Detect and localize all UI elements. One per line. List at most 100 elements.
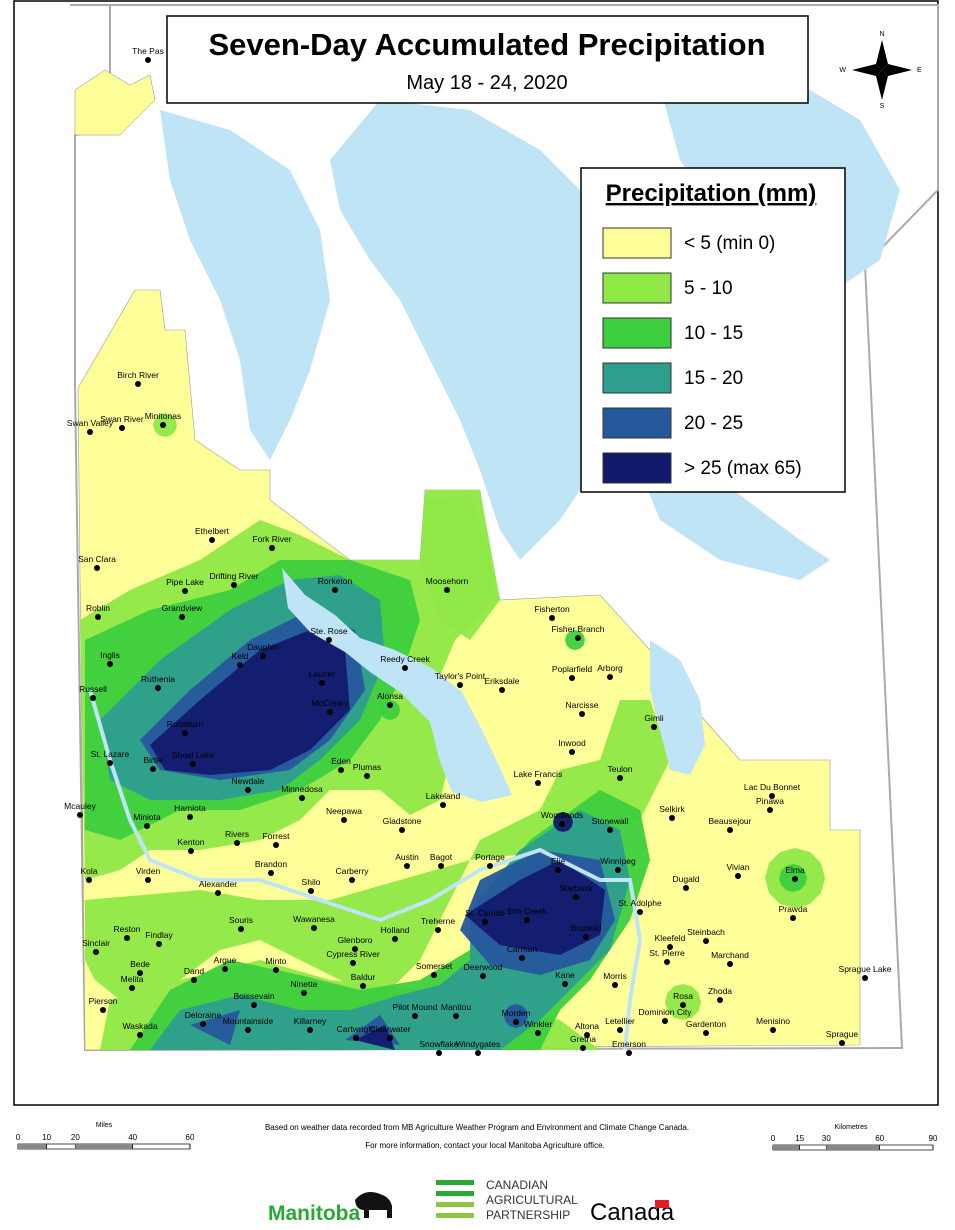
town-label: Morris <box>603 971 627 981</box>
town-dot <box>862 975 868 981</box>
lake-winnipegosis <box>160 110 330 460</box>
town-dot <box>440 802 446 808</box>
town-label: Reedy Creek <box>380 654 430 664</box>
legend-title: Precipitation (mm) <box>606 180 817 207</box>
town-label: Winkler <box>524 1019 553 1029</box>
town-dot <box>727 827 733 833</box>
town-label: Pinawa <box>756 796 784 806</box>
town-dot <box>575 635 581 641</box>
precipitation-zones <box>80 413 825 1050</box>
town-label: Russell <box>79 684 107 694</box>
town-label: Taylor's Point <box>435 671 486 681</box>
town-label: Altona <box>575 1021 599 1031</box>
town-dot <box>626 1050 632 1056</box>
town-label: St. Lazare <box>91 749 130 759</box>
town-dot <box>364 773 370 779</box>
town-label: Beausejour <box>708 816 751 826</box>
legend-label: 10 - 15 <box>684 323 743 344</box>
town-label: Miniota <box>133 812 161 822</box>
town-dot <box>137 1032 143 1038</box>
town-dot <box>387 702 393 708</box>
town-label: Swan River <box>100 414 144 424</box>
town-dot <box>251 1002 257 1008</box>
town-dot <box>607 827 613 833</box>
town-dot <box>617 775 623 781</box>
precip-zone <box>190 1010 240 1045</box>
town-dot <box>222 966 228 972</box>
town-label: Minto <box>266 956 287 966</box>
town-label: Steinbach <box>687 927 725 937</box>
town-dot <box>703 1030 709 1036</box>
map-subtitle: May 18 - 24, 2020 <box>406 72 567 94</box>
town-label: Newdale <box>231 776 264 786</box>
town-label: Argue <box>214 955 237 965</box>
town-label: Austin <box>395 852 419 862</box>
town-label: Teulon <box>607 764 632 774</box>
town-label: Starbuck <box>559 883 593 893</box>
town-dot <box>703 938 709 944</box>
town-label: Lakeland <box>426 791 461 801</box>
town-dot <box>727 961 733 967</box>
town-dot <box>387 1035 393 1041</box>
town-dot <box>549 615 555 621</box>
town-dot <box>499 687 505 693</box>
town-dot <box>95 614 101 620</box>
town-label: St. Claude <box>465 908 505 918</box>
town-label: Sprague Lake <box>839 964 892 974</box>
town-label: Kola <box>80 866 97 876</box>
town-label: Pipe Lake <box>166 577 204 587</box>
north-area <box>74 69 156 136</box>
town-dot <box>119 425 125 431</box>
town-label: Eden <box>331 756 351 766</box>
town-dot <box>301 990 307 996</box>
town-label: Moosehorn <box>426 576 469 586</box>
town-label: Kenton <box>178 837 205 847</box>
scale-segment <box>826 1145 880 1150</box>
footer-line1: Based on weather data recorded from MB A… <box>265 1123 689 1132</box>
town-label: Dugald <box>673 874 700 884</box>
town-dot <box>412 1013 418 1019</box>
town-dot <box>360 983 366 989</box>
town-dot <box>662 1018 668 1024</box>
town-label: Lake Francis <box>514 769 563 779</box>
town-dot <box>273 842 279 848</box>
town-label: Brandon <box>255 859 287 869</box>
town-dot <box>769 793 775 799</box>
town-dot <box>535 1030 541 1036</box>
town-label: McCreary <box>312 698 350 708</box>
town-label: Snowflake <box>419 1039 458 1049</box>
town-dot <box>93 949 99 955</box>
town-label: St. Adolphe <box>618 898 662 908</box>
town-dot <box>129 985 135 991</box>
town-label: Alonsa <box>377 691 403 701</box>
town-label: Cartwright <box>337 1024 376 1034</box>
east-lakes <box>640 470 830 580</box>
town-label: Lac Du Bonnet <box>744 782 801 792</box>
town-label: Morden <box>502 1008 531 1018</box>
town-label: Mountainside <box>223 1016 274 1026</box>
scale-tick-label: 15 <box>795 1134 804 1143</box>
town-dot <box>480 973 486 979</box>
town-label: Clearwater <box>369 1024 410 1034</box>
town-label: Baldur <box>351 972 376 982</box>
town-dot <box>562 981 568 987</box>
town-label: Emerson <box>612 1039 646 1049</box>
town-dot <box>326 637 332 643</box>
compass-n: N <box>879 31 884 38</box>
town-dot <box>431 972 437 978</box>
town-label: Fork River <box>252 534 291 544</box>
precip-zone <box>465 860 605 955</box>
town-dot <box>107 760 113 766</box>
town-label: Sprague <box>826 1029 858 1039</box>
town-label: Birch River <box>117 370 159 380</box>
town-dot <box>268 870 274 876</box>
town-label: Kleefeld <box>655 933 686 943</box>
town-label: Dominion City <box>639 1007 693 1017</box>
town-label: Wawanesa <box>293 914 335 924</box>
legend-swatch <box>602 407 672 439</box>
town-dot <box>145 57 151 63</box>
legend-label: 15 - 20 <box>684 368 743 389</box>
town-dot <box>680 1002 686 1008</box>
compass-s: S <box>880 103 885 110</box>
